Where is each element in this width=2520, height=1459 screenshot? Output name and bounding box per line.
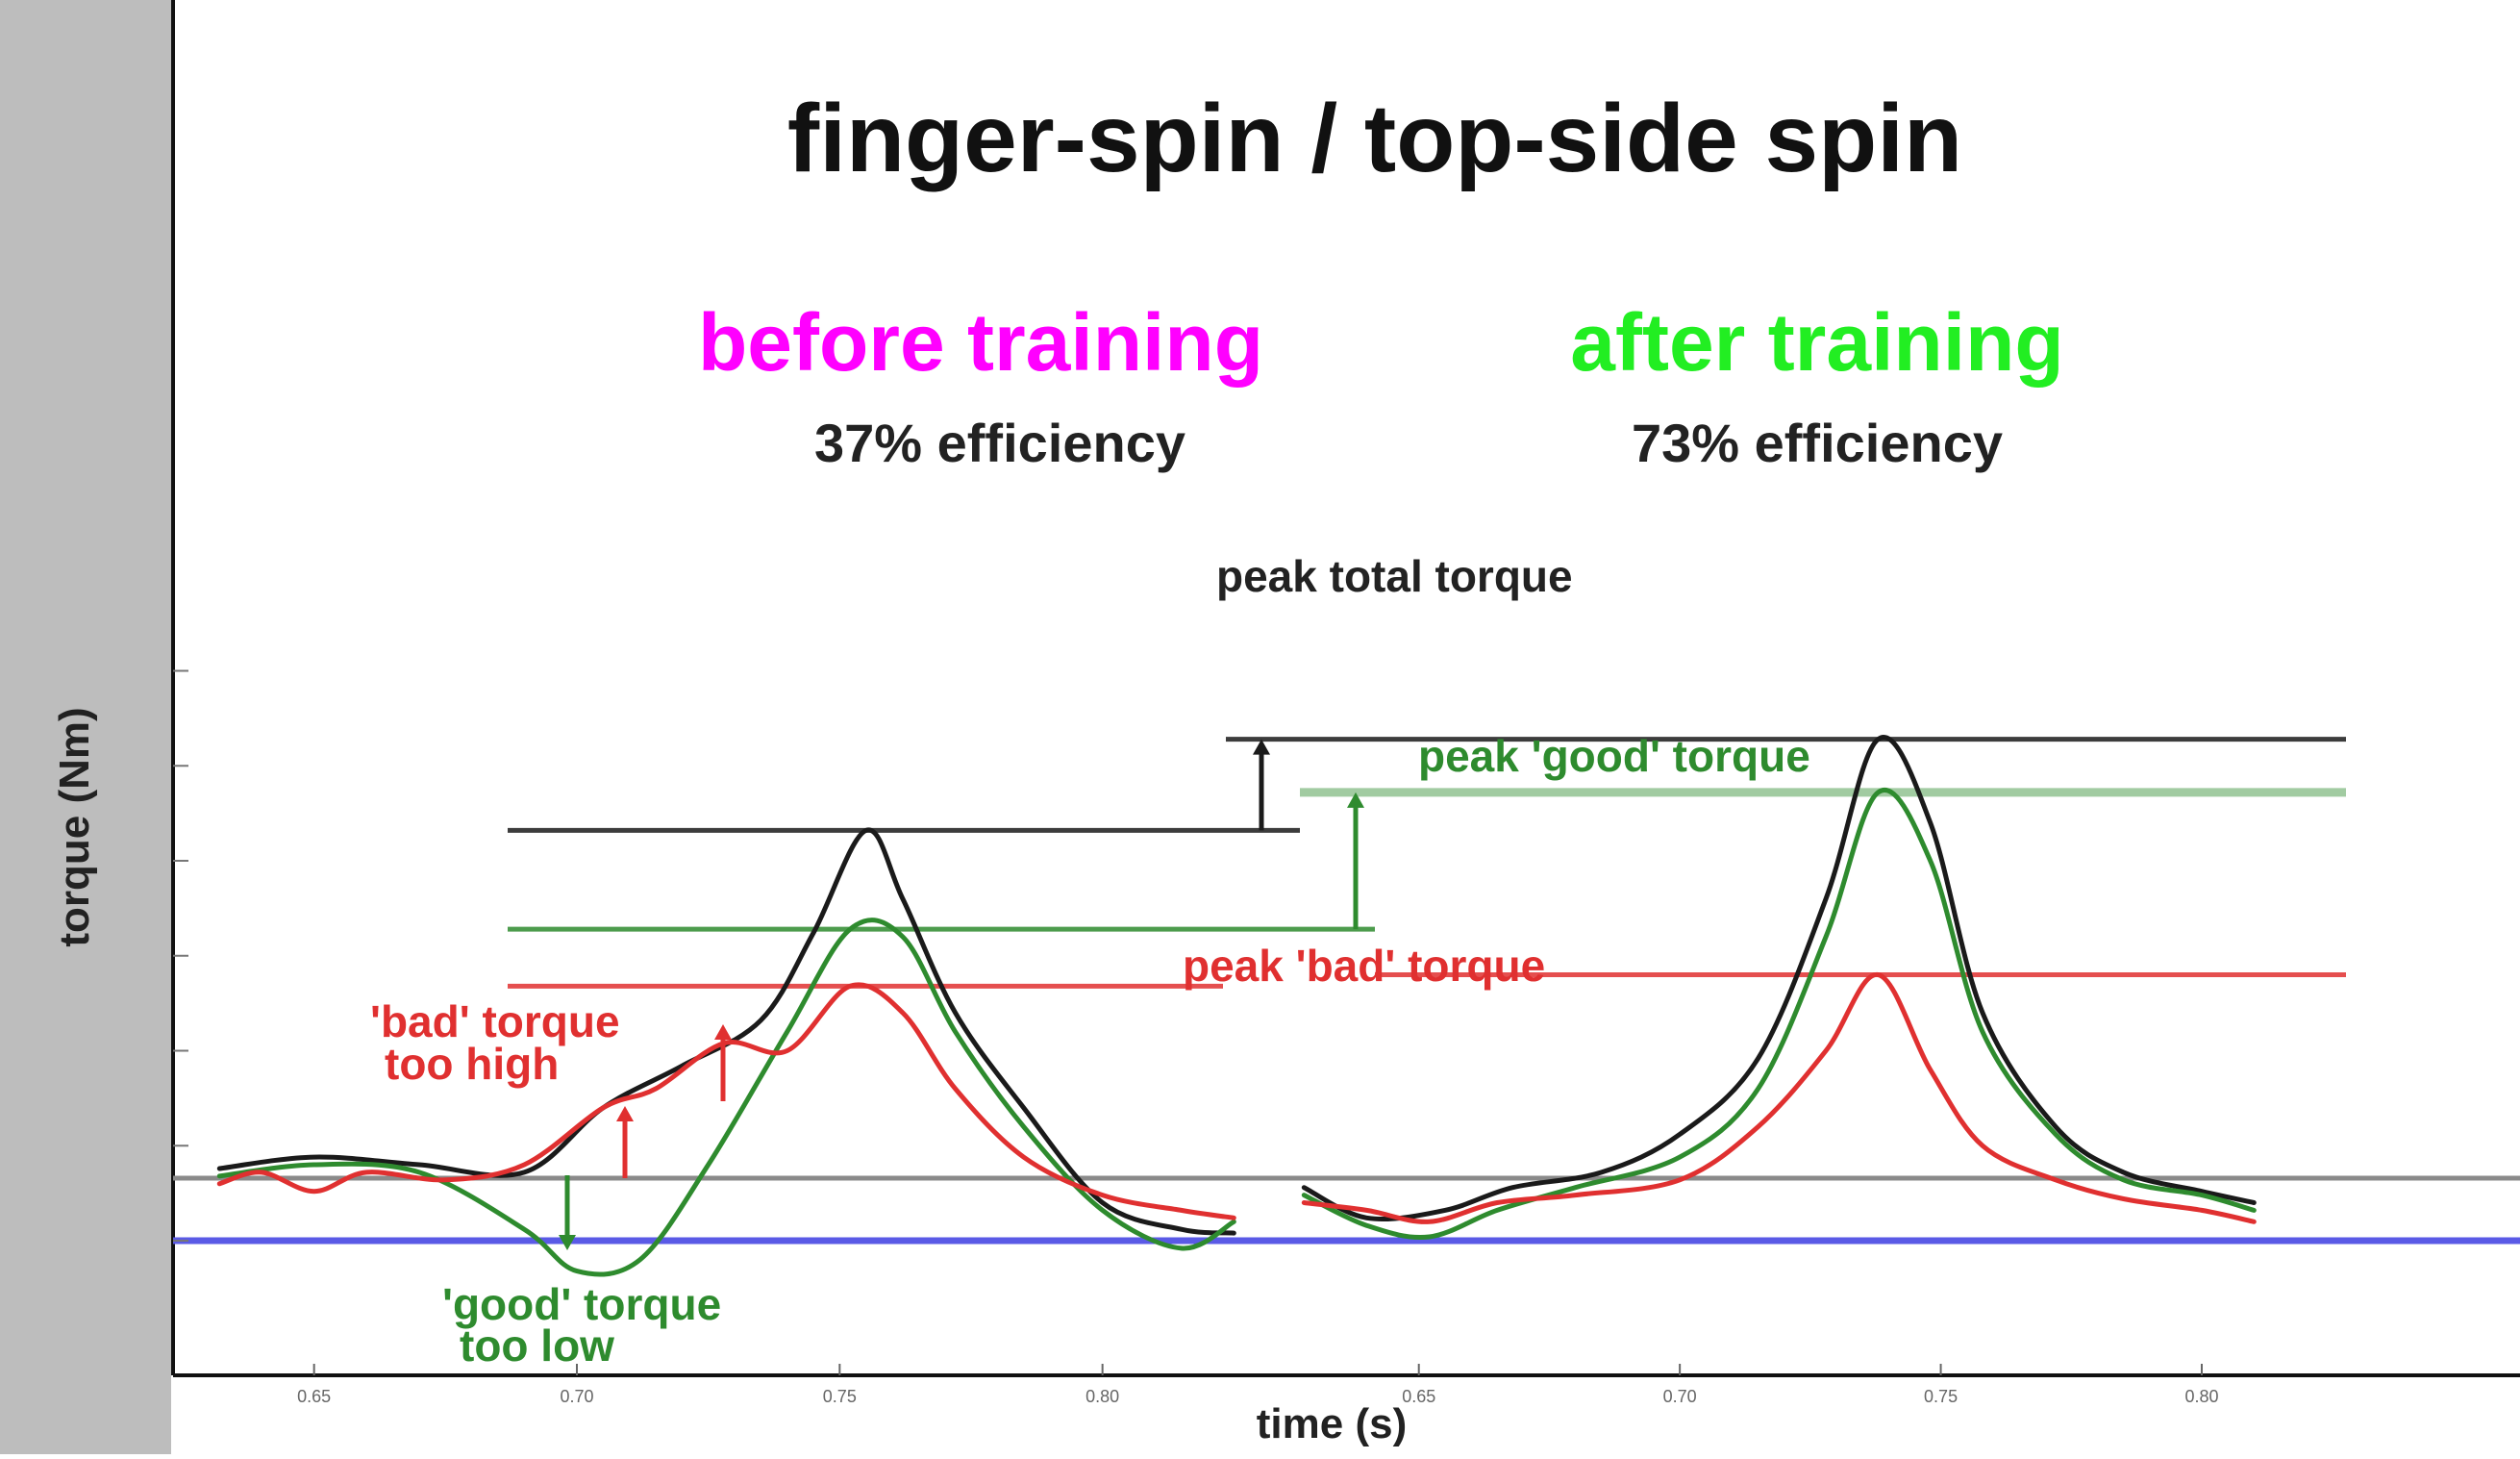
x-tick-label-p1-3: 0.80 bbox=[2184, 1387, 2218, 1406]
peak-total-label: peak total torque bbox=[1216, 551, 1573, 601]
series-line-bad-p0 bbox=[216, 982, 1236, 1220]
peak-good-label: peak 'good' torque bbox=[1418, 731, 1810, 781]
series-line-total-p0 bbox=[216, 827, 1236, 1236]
panel-heading-after: after training bbox=[1570, 297, 2063, 388]
peak-total-arrow-head bbox=[1253, 739, 1270, 755]
x-tick-label-p1-2: 0.75 bbox=[1924, 1387, 1958, 1406]
left-margin-strip bbox=[0, 0, 171, 1454]
peak-good-arrow-head bbox=[1347, 792, 1364, 808]
x-axis-label: time (s) bbox=[1257, 1400, 1407, 1447]
x-tick-label-p0-1: 0.70 bbox=[560, 1387, 593, 1406]
plot-background bbox=[171, 0, 2520, 1454]
x-tick-label-p1-1: 0.70 bbox=[1663, 1387, 1697, 1406]
bad-too-high-label-line2: too high bbox=[385, 1039, 559, 1089]
series-line-good-p1 bbox=[1301, 788, 2257, 1241]
series-line-good-p0 bbox=[216, 918, 1236, 1277]
good-too-low-label-line2: too low bbox=[460, 1321, 614, 1371]
x-tick-label-p1-0: 0.65 bbox=[1402, 1387, 1435, 1406]
good-too-low-label-line1: 'good' torque bbox=[442, 1279, 721, 1329]
peak-bad-label: peak 'bad' torque bbox=[1183, 941, 1545, 991]
x-tick-labels: 0.65 0.70 0.75 0.80 0.65 0.70 0.75 0.80 bbox=[297, 1364, 2219, 1406]
chart-title: finger-spin / top-side spin bbox=[787, 85, 1962, 192]
x-tick-label-p0-3: 0.80 bbox=[1085, 1387, 1119, 1406]
bad-too-high-label-line1: 'bad' torque bbox=[370, 996, 620, 1046]
bad-too-high-arrow-2-head bbox=[714, 1024, 732, 1040]
x-tick-label-p0-0: 0.65 bbox=[297, 1387, 331, 1406]
panel-heading-before: before training bbox=[698, 297, 1263, 388]
series-line-bad-p1 bbox=[1301, 972, 2257, 1224]
annotations-layer: peak total torque peak 'good' torque pea… bbox=[370, 551, 1810, 1371]
panel-efficiency-after: 73% efficiency bbox=[1632, 413, 2003, 473]
x-tick-label-p0-2: 0.75 bbox=[823, 1387, 857, 1406]
y-axis-label: torque (Nm) bbox=[51, 707, 98, 946]
series-line-total-p1 bbox=[1301, 735, 2257, 1222]
bad-too-high-arrow-1-head bbox=[616, 1106, 634, 1121]
series-layer bbox=[216, 735, 2257, 1277]
panel-efficiency-before: 37% efficiency bbox=[814, 413, 1185, 473]
good-too-low-arrow-head bbox=[559, 1235, 576, 1250]
